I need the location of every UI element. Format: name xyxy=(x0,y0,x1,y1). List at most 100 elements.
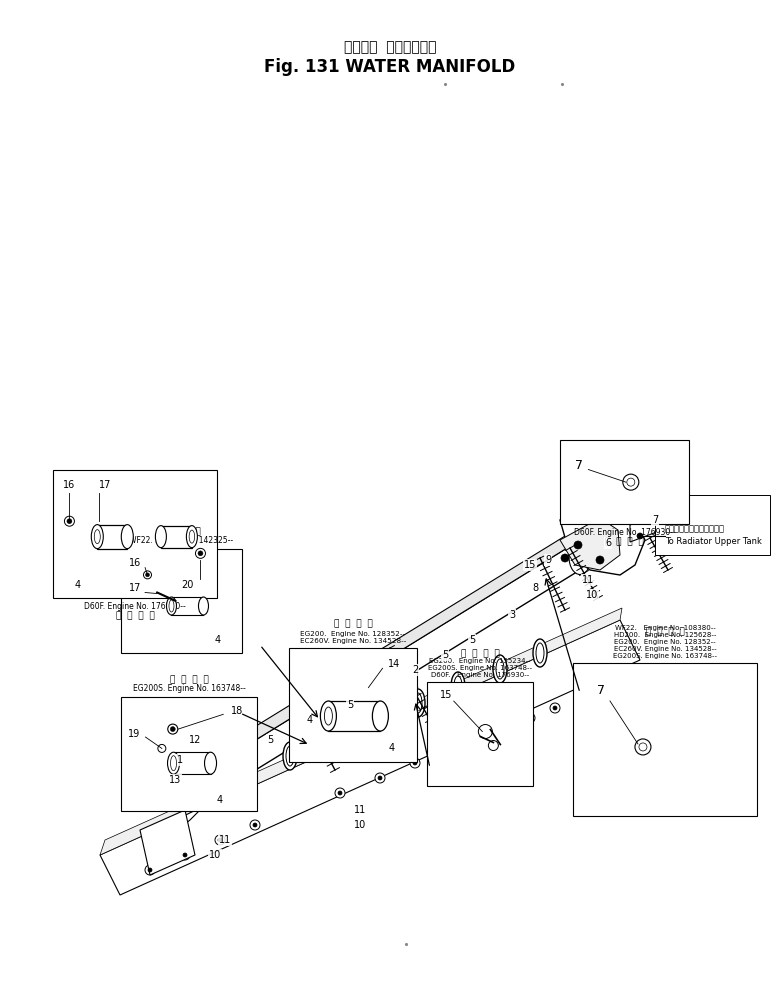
Text: 5: 5 xyxy=(267,735,273,745)
Text: D60F. Engine No. 176930--: D60F. Engine No. 176930-- xyxy=(84,602,186,611)
Ellipse shape xyxy=(91,524,103,549)
Ellipse shape xyxy=(189,530,195,543)
Polygon shape xyxy=(173,753,211,774)
Ellipse shape xyxy=(171,756,176,770)
Circle shape xyxy=(168,724,178,734)
Bar xyxy=(121,697,257,811)
Circle shape xyxy=(170,727,176,732)
Ellipse shape xyxy=(204,763,226,797)
Circle shape xyxy=(198,551,203,556)
Text: 4: 4 xyxy=(216,794,222,805)
Circle shape xyxy=(145,865,155,875)
Text: ウォータ  マニホールド: ウォータ マニホールド xyxy=(344,41,436,54)
Polygon shape xyxy=(215,525,583,765)
Text: 15: 15 xyxy=(440,690,452,700)
Circle shape xyxy=(588,691,592,695)
Text: 5: 5 xyxy=(347,700,353,710)
Text: 適  用  号  機: 適 用 号 機 xyxy=(170,675,208,684)
Text: 1: 1 xyxy=(177,755,183,765)
Circle shape xyxy=(525,713,535,723)
Bar xyxy=(560,440,689,524)
Circle shape xyxy=(413,761,417,765)
Text: Fig. 131 WATER MANIFOLD: Fig. 131 WATER MANIFOLD xyxy=(264,58,516,76)
Circle shape xyxy=(335,788,345,798)
Text: 10: 10 xyxy=(209,850,221,860)
Circle shape xyxy=(67,518,72,524)
Circle shape xyxy=(445,743,455,753)
Polygon shape xyxy=(100,620,640,895)
Ellipse shape xyxy=(368,706,382,734)
Circle shape xyxy=(488,731,492,735)
Circle shape xyxy=(410,758,420,768)
Circle shape xyxy=(144,571,151,579)
Ellipse shape xyxy=(321,701,336,731)
Polygon shape xyxy=(155,785,220,840)
Text: ラジエータアッパタンクへ: ラジエータアッパタンクへ xyxy=(665,524,725,533)
Circle shape xyxy=(146,573,150,577)
Text: 11: 11 xyxy=(582,575,594,585)
Polygon shape xyxy=(140,810,195,875)
Ellipse shape xyxy=(323,725,337,753)
Circle shape xyxy=(65,516,74,526)
Polygon shape xyxy=(98,524,127,549)
Text: 適  用  号  機: 適 用 号 機 xyxy=(115,611,154,620)
Ellipse shape xyxy=(536,643,544,663)
Text: 17: 17 xyxy=(129,584,142,593)
Ellipse shape xyxy=(451,672,465,700)
Ellipse shape xyxy=(411,689,425,717)
Circle shape xyxy=(158,745,166,753)
Bar xyxy=(655,495,770,555)
Circle shape xyxy=(561,554,569,562)
Polygon shape xyxy=(630,510,670,542)
Circle shape xyxy=(574,541,582,549)
Polygon shape xyxy=(161,525,192,548)
Circle shape xyxy=(215,835,225,845)
Circle shape xyxy=(218,838,222,842)
Circle shape xyxy=(639,743,647,751)
Text: 6: 6 xyxy=(605,538,611,548)
Ellipse shape xyxy=(155,525,166,548)
Text: 20: 20 xyxy=(181,581,193,590)
Ellipse shape xyxy=(493,655,507,683)
Circle shape xyxy=(622,474,639,491)
Circle shape xyxy=(448,746,452,750)
Polygon shape xyxy=(215,540,580,795)
Text: 15: 15 xyxy=(524,560,536,570)
Ellipse shape xyxy=(324,707,332,725)
Text: 16: 16 xyxy=(129,559,141,569)
Bar xyxy=(427,682,533,786)
Text: 12: 12 xyxy=(189,735,201,745)
Ellipse shape xyxy=(283,742,297,770)
Ellipse shape xyxy=(414,693,422,713)
Ellipse shape xyxy=(121,524,133,549)
Text: 適  用  号  機: 適 用 号 機 xyxy=(461,650,499,659)
Text: 適  用  号  機: 適 用 号 機 xyxy=(646,628,684,637)
Ellipse shape xyxy=(94,530,101,544)
Circle shape xyxy=(596,556,604,564)
Polygon shape xyxy=(100,608,622,855)
Ellipse shape xyxy=(168,753,179,774)
Circle shape xyxy=(250,820,260,830)
Text: EG200S. Engine No. 163748--: EG200S. Engine No. 163748-- xyxy=(133,684,246,693)
Text: 2: 2 xyxy=(412,665,418,675)
Text: 5: 5 xyxy=(469,635,475,645)
Text: 適  用  号  機: 適 用 号 機 xyxy=(334,620,372,629)
Polygon shape xyxy=(328,701,381,731)
Text: 5: 5 xyxy=(442,650,448,660)
Circle shape xyxy=(196,548,205,559)
Text: 19: 19 xyxy=(129,729,140,739)
Ellipse shape xyxy=(286,746,294,766)
Ellipse shape xyxy=(198,597,208,615)
Text: 4: 4 xyxy=(75,581,80,590)
Text: WF22. Engine No. 142325--: WF22. Engine No. 142325-- xyxy=(129,536,233,545)
Text: 7: 7 xyxy=(597,683,604,696)
Circle shape xyxy=(180,850,190,860)
Circle shape xyxy=(585,688,595,698)
Circle shape xyxy=(485,728,495,738)
Text: WF22.   Engine No. 108380--
HD200.  Engine No. 125628--
EG200.  Engine No. 12835: WF22. Engine No. 108380-- HD200. Engine … xyxy=(613,625,717,659)
Text: 4: 4 xyxy=(388,743,395,753)
Text: 7: 7 xyxy=(576,459,583,472)
Circle shape xyxy=(488,741,498,751)
Text: 10: 10 xyxy=(586,590,598,600)
Circle shape xyxy=(627,478,635,487)
